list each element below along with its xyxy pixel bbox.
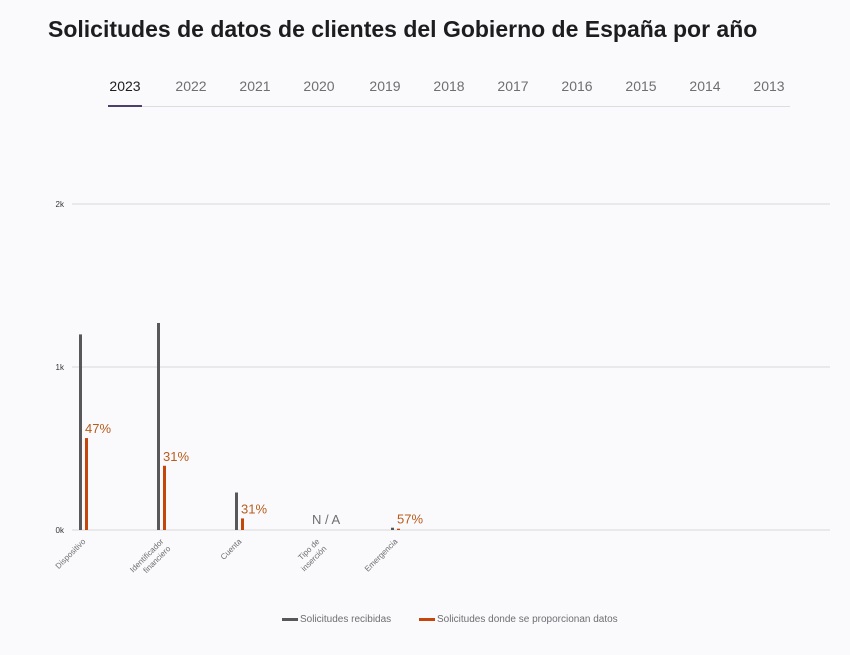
tab-2016[interactable]: 2016 (561, 78, 593, 94)
tab-2015[interactable]: 2015 (625, 78, 657, 94)
tab-2022[interactable]: 2022 (175, 78, 207, 94)
bar-received (157, 322, 160, 530)
bar-provided (85, 438, 88, 530)
percent-label: 57% (397, 512, 423, 527)
tab-2013[interactable]: 2013 (753, 78, 785, 94)
bar-received (79, 334, 82, 530)
percent-label: 47% (85, 421, 111, 436)
percent-label: 31% (241, 501, 267, 516)
bar-received (391, 527, 394, 530)
y-tick-label: 2k (56, 200, 65, 209)
tab-2018[interactable]: 2018 (433, 78, 465, 94)
category-label: Emergencia (363, 537, 400, 574)
tab-2023[interactable]: 2023 (108, 78, 142, 107)
year-tabs: 2023 2022 2021 2020 2019 2018 2017 2016 2015 2014… (108, 78, 790, 107)
legend-received-swatch (282, 617, 298, 621)
bar-chart: 0k 1k 2k 47% Dispositivo 31% Identificadorfina… (54, 200, 830, 582)
na-label: N / A (312, 512, 341, 527)
bar-provided (163, 465, 166, 530)
bar-provided (241, 518, 244, 530)
bar-received (235, 492, 238, 530)
y-tick-label: 0k (56, 526, 65, 535)
category-label: Cuenta (219, 537, 244, 562)
legend-received-label: Solicitudes recibidas (300, 614, 392, 625)
page-title: Solicitudes de datos de clientes del Gob… (48, 16, 758, 42)
category-label: Dispositivo (54, 537, 88, 571)
tab-2021[interactable]: 2021 (239, 78, 271, 94)
bar-provided (397, 528, 400, 530)
tab-2019[interactable]: 2019 (369, 78, 401, 94)
tab-2020[interactable]: 2020 (303, 78, 335, 94)
legend-provided-label: Solicitudes donde se proporcionan datos (437, 614, 618, 625)
category-label: Tipo deinserción (292, 537, 328, 573)
tab-2017[interactable]: 2017 (497, 78, 529, 94)
category-label: Identificadorfinanciero (128, 537, 173, 582)
legend-received: Solicitudes recibidas (282, 614, 391, 628)
percent-label: 31% (163, 449, 189, 464)
legend-provided: Solicitudes donde se proporcionan datos (419, 614, 618, 628)
y-tick-label: 1k (56, 363, 65, 372)
legend-provided-swatch (419, 617, 435, 621)
tab-2014[interactable]: 2014 (689, 78, 721, 94)
